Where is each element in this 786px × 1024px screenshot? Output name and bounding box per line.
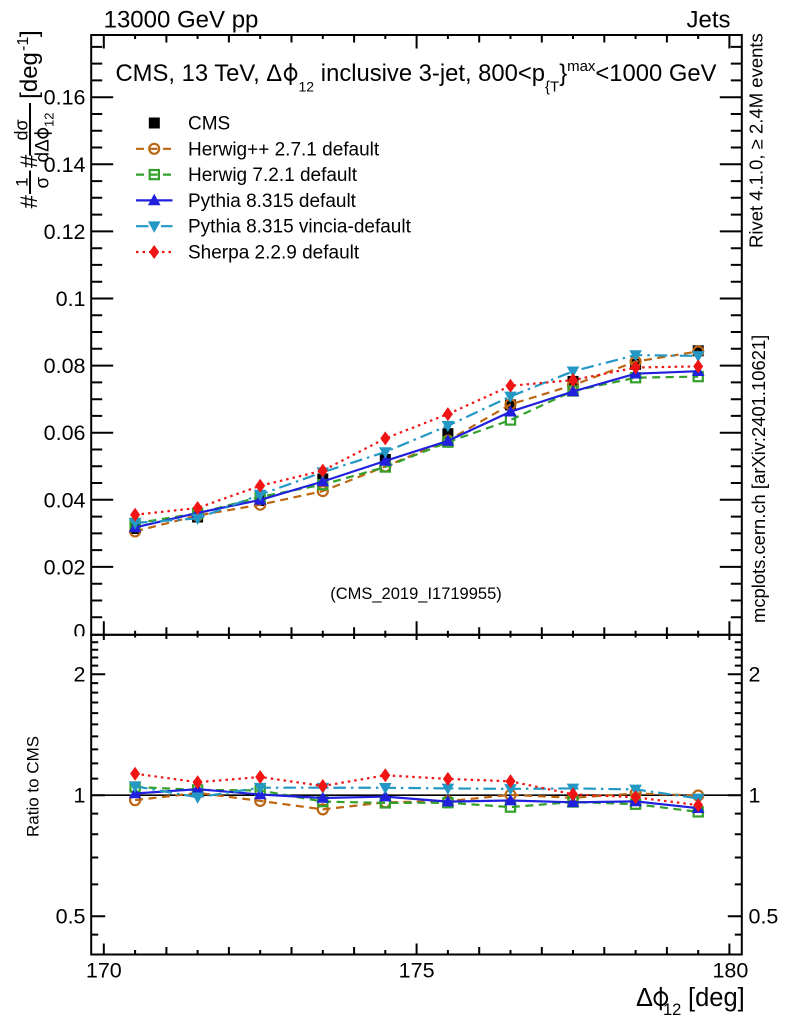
svg-text:[deg: [deg xyxy=(16,52,43,99)
svg-text:<1000 GeV: <1000 GeV xyxy=(595,60,716,87)
svg-text:[deg]: [deg] xyxy=(688,984,745,1012)
svg-text:Pythia 8.315 default: Pythia 8.315 default xyxy=(188,191,357,212)
svg-text:180: 180 xyxy=(712,959,748,983)
svg-text:CMS: CMS xyxy=(188,114,230,135)
svg-text:Jets: Jets xyxy=(686,7,730,34)
svg-text:175: 175 xyxy=(399,959,435,983)
svg-text:CMS, 13 TeV, Δ: CMS, 13 TeV, Δ xyxy=(116,60,283,87)
svg-text:0.5: 0.5 xyxy=(56,905,86,929)
svg-text:170: 170 xyxy=(86,959,122,983)
svg-text:0.5: 0.5 xyxy=(749,905,779,929)
svg-text:Δ: Δ xyxy=(636,984,653,1012)
svg-text:0.02: 0.02 xyxy=(44,555,86,579)
svg-text:}: } xyxy=(559,60,567,87)
svg-text:1: 1 xyxy=(13,177,32,186)
svg-text:0.1: 0.1 xyxy=(56,287,86,311)
svg-text:2: 2 xyxy=(749,663,761,687)
svg-text:0.16: 0.16 xyxy=(44,86,86,110)
svg-text:dΔ: dΔ xyxy=(33,139,54,163)
svg-text:max: max xyxy=(567,58,596,75)
svg-text:0.06: 0.06 xyxy=(44,421,86,445)
svg-text:-1: -1 xyxy=(15,37,32,51)
svg-text:0.14: 0.14 xyxy=(44,153,86,177)
svg-text:0.12: 0.12 xyxy=(44,220,86,244)
svg-text:Herwig++ 2.7.1 default: Herwig++ 2.7.1 default xyxy=(188,139,380,160)
svg-text:12: 12 xyxy=(42,113,57,127)
svg-text:12: 12 xyxy=(663,1001,681,1019)
svg-text:σ: σ xyxy=(33,177,54,189)
svg-text:{T: {T xyxy=(545,79,559,96)
svg-text:Ratio to CMS: Ratio to CMS xyxy=(24,736,43,837)
svg-text:#: # xyxy=(16,195,43,209)
svg-text:2: 2 xyxy=(74,663,86,687)
svg-text:]: ] xyxy=(16,30,43,37)
svg-text:0.04: 0.04 xyxy=(44,488,86,512)
svg-text:mcplots.cern.ch [arXiv:2401.10: mcplots.cern.ch [arXiv:2401.10621] xyxy=(748,335,769,623)
svg-text:0.08: 0.08 xyxy=(44,354,86,378)
svg-text:Pythia 8.315 vincia-default: Pythia 8.315 vincia-default xyxy=(188,217,412,238)
svg-text:#: # xyxy=(16,154,43,168)
svg-text:Rivet 4.1.0, ≥ 2.4M events: Rivet 4.1.0, ≥ 2.4M events xyxy=(746,33,767,248)
svg-text:1: 1 xyxy=(74,784,86,808)
svg-text:inclusive 3-jet, 800<p: inclusive 3-jet, 800<p xyxy=(321,60,545,87)
svg-text:1: 1 xyxy=(749,784,761,808)
svg-text:13000 GeV pp: 13000 GeV pp xyxy=(104,7,259,34)
svg-text:dσ: dσ xyxy=(12,119,32,140)
svg-text:Herwig 7.2.1 default: Herwig 7.2.1 default xyxy=(188,165,358,186)
svg-text:Sherpa 2.2.9 default: Sherpa 2.2.9 default xyxy=(188,243,360,264)
svg-text:12: 12 xyxy=(299,79,315,95)
svg-text:(CMS_2019_I1719955): (CMS_2019_I1719955) xyxy=(330,585,502,603)
